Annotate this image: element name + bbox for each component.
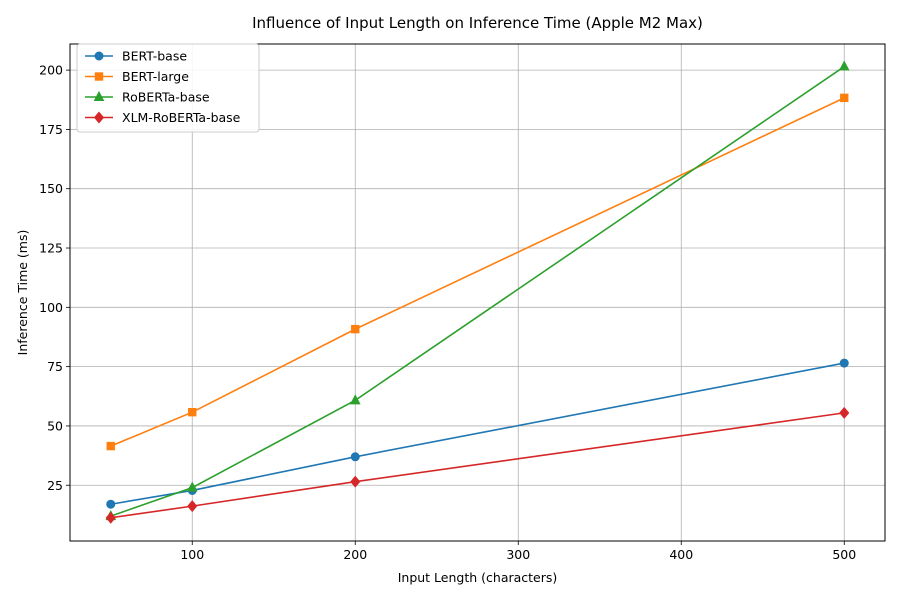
x-tick-label: 300 bbox=[506, 547, 530, 562]
legend-box bbox=[76, 43, 260, 133]
y-tick-label: 50 bbox=[47, 418, 63, 433]
data-point-marker bbox=[350, 452, 360, 462]
y-tick-label: 175 bbox=[39, 122, 63, 137]
series-xlm-roberta-base bbox=[105, 406, 850, 524]
data-point-marker bbox=[186, 481, 198, 492]
x-tick-label: 500 bbox=[832, 547, 856, 562]
legend-entry-bert-large: BERT-large bbox=[85, 69, 189, 84]
y-tick-label: 25 bbox=[47, 478, 63, 493]
series-line bbox=[110, 362, 845, 506]
data-point-marker bbox=[839, 358, 849, 368]
y-tick-label: 100 bbox=[39, 300, 63, 315]
data-point-marker bbox=[351, 324, 360, 334]
chart-title: Influence of Input Length on Inference T… bbox=[252, 14, 703, 32]
legend-label: RoBERTa-base bbox=[122, 90, 210, 105]
data-point-marker bbox=[840, 93, 849, 103]
legend-label: XLM-RoBERTa-base bbox=[122, 110, 241, 125]
y-tick-label: 200 bbox=[39, 63, 63, 78]
legend-label: BERT-base bbox=[122, 49, 187, 64]
data-point-marker bbox=[187, 500, 198, 513]
x-tick-label: 100 bbox=[180, 547, 204, 562]
legend-swatch-marker bbox=[94, 72, 104, 81]
series-line bbox=[110, 65, 845, 517]
data-point-marker bbox=[106, 499, 116, 509]
y-axis-label: Inference Time (ms) bbox=[15, 230, 30, 356]
data-point-marker bbox=[838, 60, 850, 71]
data-point-marker bbox=[349, 394, 361, 405]
series-bert-base bbox=[106, 358, 849, 509]
x-tick-label: 200 bbox=[343, 547, 367, 562]
data-point-marker bbox=[839, 406, 850, 419]
series-line bbox=[110, 97, 845, 447]
legend-swatch-marker bbox=[94, 51, 104, 61]
ticks: 100 200 300 400 500 25 50 75 100 125 150 175 200 bbox=[39, 63, 856, 562]
series-bert-large bbox=[106, 93, 849, 451]
y-tick-label: 150 bbox=[39, 181, 63, 196]
series-layer bbox=[105, 60, 850, 524]
plot-frame bbox=[69, 43, 886, 542]
y-tick-label: 125 bbox=[39, 241, 63, 256]
legend-swatch-marker bbox=[93, 90, 105, 101]
legend: BERT-base BERT-large RoBERTa-base XLM-RoBER… bbox=[76, 43, 260, 133]
data-point-marker bbox=[188, 407, 197, 417]
data-point-marker bbox=[350, 475, 361, 488]
data-point-marker bbox=[105, 511, 116, 524]
x-tick-label: 400 bbox=[669, 547, 693, 562]
series-line bbox=[110, 412, 845, 519]
legend-entry-roberta-base: RoBERTa-base bbox=[85, 90, 210, 105]
x-axis-label: Input Length (characters) bbox=[398, 570, 558, 585]
data-point-marker bbox=[106, 441, 115, 451]
legend-label: BERT-large bbox=[122, 69, 189, 84]
y-tick-label: 75 bbox=[47, 359, 63, 374]
legend-entry-xlm-roberta-base: XLM-RoBERTa-base bbox=[85, 110, 241, 125]
legend-entry-bert-base: BERT-base bbox=[85, 49, 187, 64]
legend-swatch-marker bbox=[93, 111, 105, 124]
